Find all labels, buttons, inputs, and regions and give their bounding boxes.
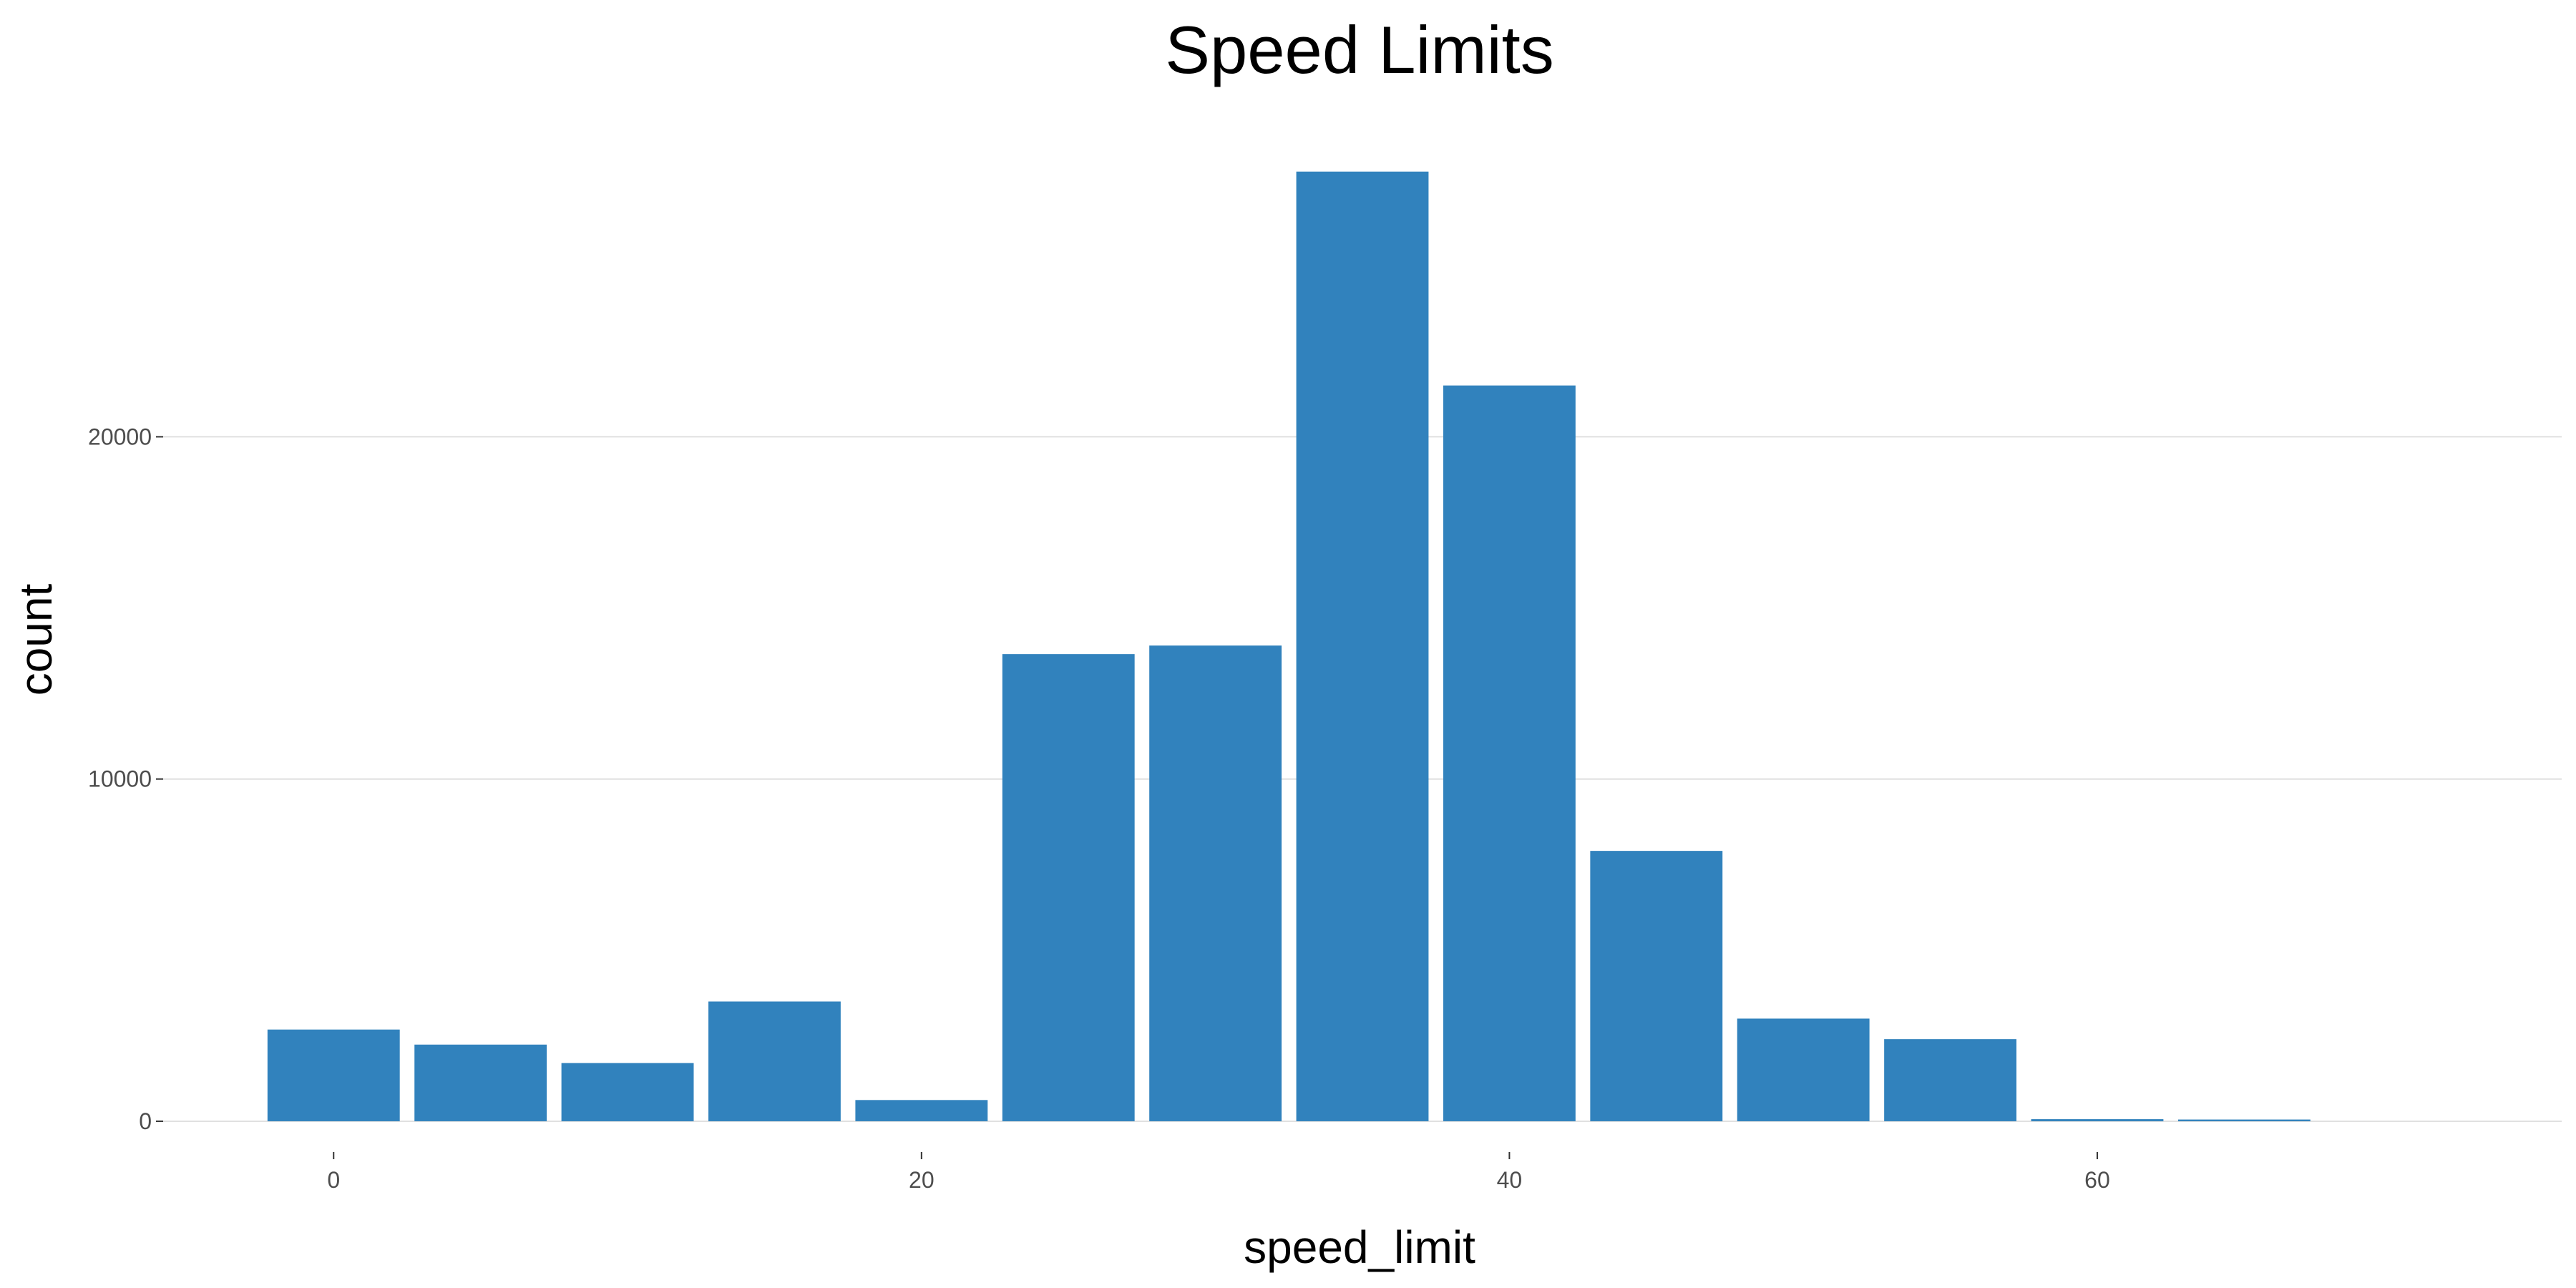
bar (1590, 851, 1723, 1121)
bar (1737, 1018, 1870, 1121)
x-axis-title: speed_limit (1244, 1221, 1475, 1273)
bar (414, 1044, 547, 1121)
bar (1149, 645, 1282, 1121)
y-axis-title: count (10, 584, 62, 696)
y-tick-label: 20000 (88, 424, 152, 449)
bar (2031, 1119, 2164, 1121)
bar (1002, 654, 1135, 1121)
bar (855, 1100, 988, 1121)
x-tick-label: 60 (2084, 1167, 2110, 1193)
x-tick-label: 40 (1497, 1167, 1523, 1193)
x-tick-label: 0 (327, 1167, 340, 1193)
bar (561, 1063, 694, 1121)
axis-layer: 0 10000 20000 0 20 40 60 (88, 424, 2110, 1193)
bar (1443, 385, 1576, 1121)
bar (2177, 1119, 2311, 1121)
chart-title: Speed Limits (1165, 12, 1553, 87)
bar (1296, 171, 1429, 1121)
bar (1884, 1039, 2016, 1121)
y-tick-label: 10000 (88, 766, 152, 792)
bar (267, 1029, 400, 1121)
bar-layer (267, 171, 2311, 1121)
x-tick-label: 20 (909, 1167, 935, 1193)
y-tick-label: 0 (139, 1108, 152, 1134)
bar (708, 1001, 841, 1121)
